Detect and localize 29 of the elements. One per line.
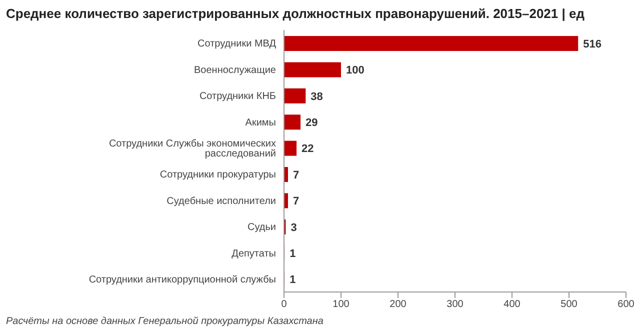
chart-title: Среднее количество зарегистрированных должностных правонарушений. 2015–2021 | ед xyxy=(6,6,584,21)
text: Расчёты на основе данных Генеральной прокуратуры Казахстана xyxy=(6,316,324,327)
x-tick-label: 0 xyxy=(281,299,288,310)
x-tick-label: 400 xyxy=(504,299,521,310)
data-label: 7 xyxy=(292,196,300,208)
y-tick-label: Судебные исполнители xyxy=(166,196,276,207)
y-tick-label: Военнослужащие xyxy=(194,64,276,76)
x-tick-label: 600 xyxy=(618,299,635,310)
x-tick-label: 500 xyxy=(560,299,578,310)
y-tick-label: Акимы xyxy=(245,117,276,128)
data-label: 1 xyxy=(290,274,296,286)
data-label: 29 xyxy=(306,117,318,130)
y-tick-label: Сотрудники Службы экономических расследований xyxy=(108,138,276,160)
y-tick-label: Судьи xyxy=(247,222,276,234)
x-tick-label: 300 xyxy=(446,299,464,310)
x-tick-label: 100 xyxy=(332,299,350,310)
y-tick-label: Сотрудники прокуратуры xyxy=(160,170,276,181)
y-tick-label: Депутаты xyxy=(232,248,276,260)
y-tick-label: Сотрудники КНБ xyxy=(199,91,276,102)
y-tick-label: Сотрудники антикоррупционной службы xyxy=(88,274,276,286)
data-label: 7 xyxy=(292,169,300,182)
data-label: 100 xyxy=(346,64,364,77)
data-label: 38 xyxy=(310,90,323,103)
y-tick-label: Сотрудники МВД xyxy=(198,38,276,50)
data-label: 1 xyxy=(290,248,296,260)
data-label: 22 xyxy=(302,143,314,156)
x-tick-label: 200 xyxy=(390,299,407,310)
data-label: 516 xyxy=(583,38,602,50)
data-label: 3 xyxy=(290,222,297,234)
